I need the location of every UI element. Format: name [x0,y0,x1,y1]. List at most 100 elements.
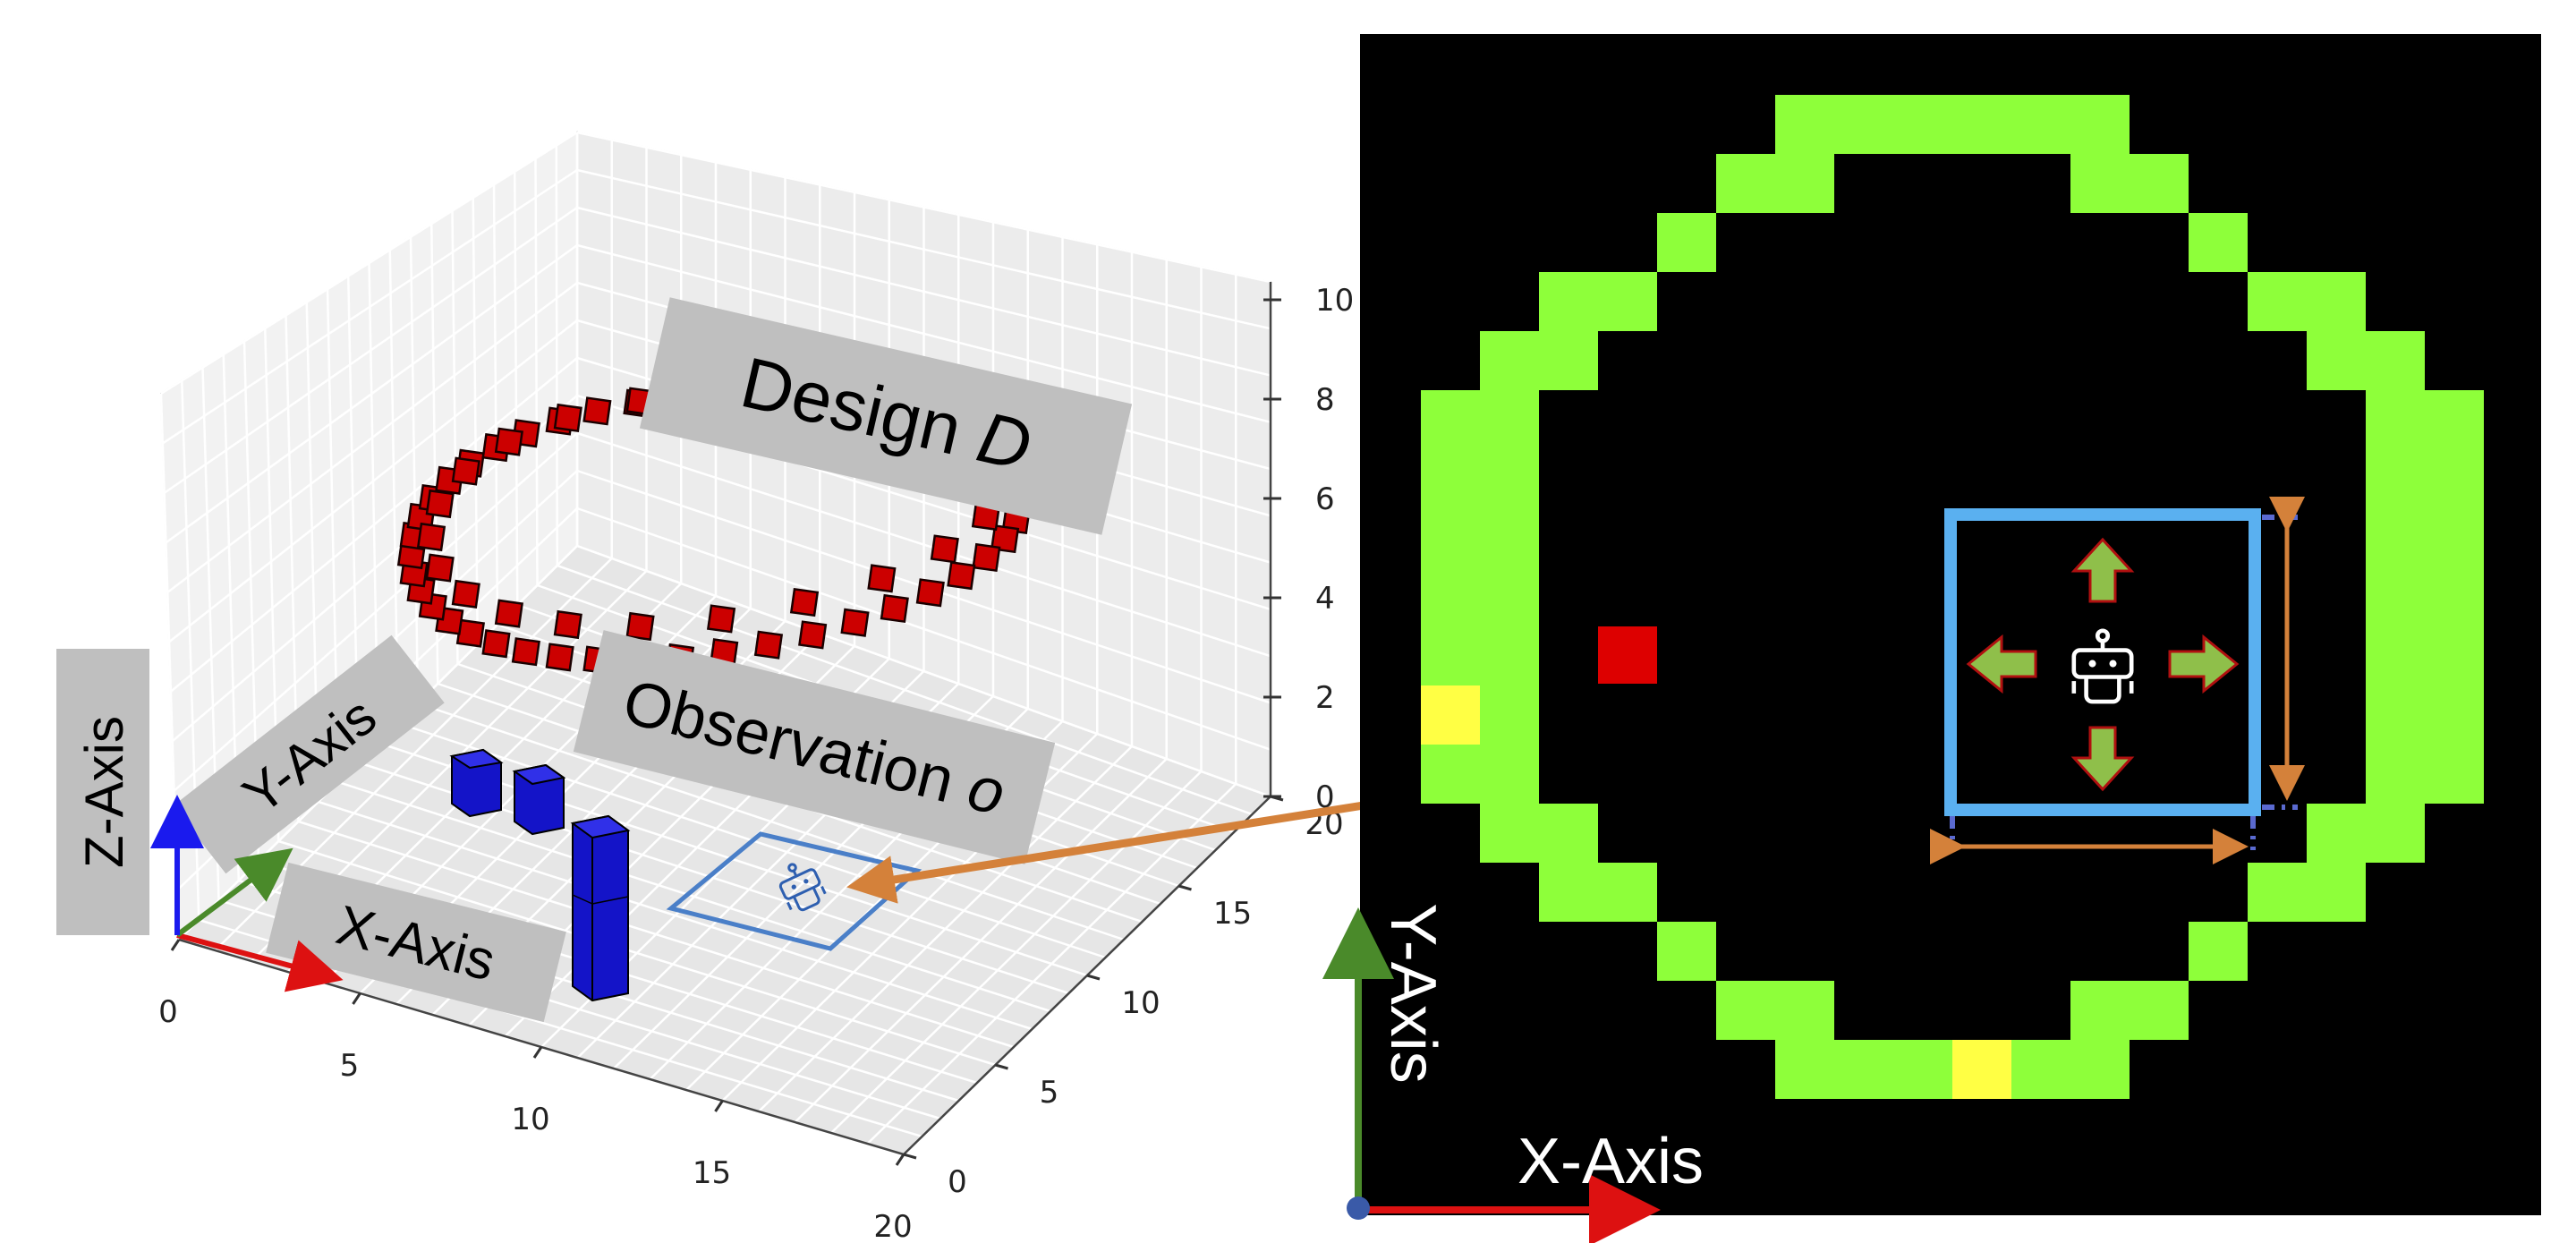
x-axis-label-2d: X-Axis [1518,1126,1704,1197]
design-voxel [789,587,820,617]
ring-cell [2366,567,2425,626]
arrow-right-icon [2168,634,2240,694]
ring-cell [2366,449,2425,508]
ring-cell [2366,508,2425,567]
ring-cell [1834,1040,1893,1099]
ring-cell [1775,1040,1834,1099]
design-voxel [425,553,455,583]
ring-cell [2425,567,2484,626]
arrow-down-icon [2070,726,2135,792]
x-tick-label: 10 [511,1102,549,1137]
ring-cell [2070,1040,2130,1099]
design-ring-2d [1421,95,2484,1099]
design-voxel [625,611,655,642]
ring-cell [1598,863,1657,922]
topdown-grid-view: X-Axis Y-Axis [1322,34,2541,1243]
ring-cell [1657,213,1716,272]
ring-cell [2366,685,2425,745]
design-voxel [545,643,574,672]
ring-cell [2248,863,2307,922]
ring-cell [1893,1040,1952,1099]
target-block [1598,626,1657,684]
design-voxel [990,524,1020,554]
ring-cell [2425,390,2484,449]
ring-cell [1775,981,1834,1040]
ring-cell [1834,95,1893,154]
arrow-up-icon [2070,537,2135,603]
design-voxel [798,620,828,650]
ring-cell [2248,272,2307,331]
ring-cell [1480,390,1539,449]
y-tick-label: 15 [1213,896,1252,932]
ring-cell [1539,863,1598,922]
ring-cell [2307,804,2366,863]
ring-cell [1775,95,1834,154]
design-voxel [880,593,909,624]
ring-cell [1421,626,1480,685]
design-voxel [553,609,582,640]
x-tick-label: 5 [340,1048,360,1084]
ring-cell [1952,95,2011,154]
ring-cell [2307,863,2366,922]
origin-dot [1347,1196,1370,1220]
ring-cell [1421,745,1480,804]
ring-cell [1775,154,1834,213]
y-tick-label: 10 [1121,985,1160,1021]
ring-cell [2366,626,2425,685]
z-tick-label: 6 [1315,481,1335,517]
ring-cell [1421,449,1480,508]
design-label: Design D [639,297,1133,535]
ring-cell [1480,331,1539,390]
ring-cell [2011,95,2070,154]
dimension-markers [1930,497,2305,864]
design-voxel [867,564,897,593]
design-voxel [425,489,455,519]
design-voxel [582,396,612,426]
z-axis-label-3d-text: Z-Axis [74,716,134,868]
ring-cell [1598,272,1657,331]
z-axis-label-3d: Z-Axis [56,649,149,935]
move-arrows [1966,537,2240,792]
ring-cell [2425,508,2484,567]
ring-cell [1657,922,1716,981]
ring-cell [2130,154,2189,213]
z-tick-label: 8 [1315,382,1335,418]
y-tick-label: 0 [948,1164,967,1200]
design-voxel [451,579,480,609]
ring-cell [2307,331,2366,390]
design-voxel [753,630,784,660]
ring-cell [2070,981,2130,1040]
ring-cell [2366,745,2425,804]
ring-cell [1421,390,1480,449]
ring-cell [1480,567,1539,626]
ring-cell [1539,272,1598,331]
ring-cell [1480,804,1539,863]
x-orientation-arrow [176,932,344,992]
ring-cell [2425,449,2484,508]
ring-cell [2011,1040,2070,1099]
design-voxel [494,599,524,628]
opening-cell [1952,1040,2011,1099]
design-voxel [494,427,524,456]
ring-cell [2189,213,2248,272]
design-voxel [706,604,736,634]
ring-cell [1893,95,1952,154]
design-voxel [972,542,1001,573]
design-voxel [840,608,870,637]
design-voxel [930,534,959,564]
ring-cell [2070,95,2130,154]
ring-cell [2425,685,2484,745]
y-tick-label: 5 [1040,1075,1059,1111]
ring-cell [2130,981,2189,1040]
design-voxel [481,629,511,659]
ring-cell [1716,981,1775,1040]
design-voxel [915,578,945,608]
ring-cell [1539,804,1598,863]
ring-cell [1716,154,1775,213]
ring-cell [1539,331,1598,390]
y-axis-label-2d: Y-Axis [1377,903,1449,1083]
ring-cell [1480,745,1539,804]
